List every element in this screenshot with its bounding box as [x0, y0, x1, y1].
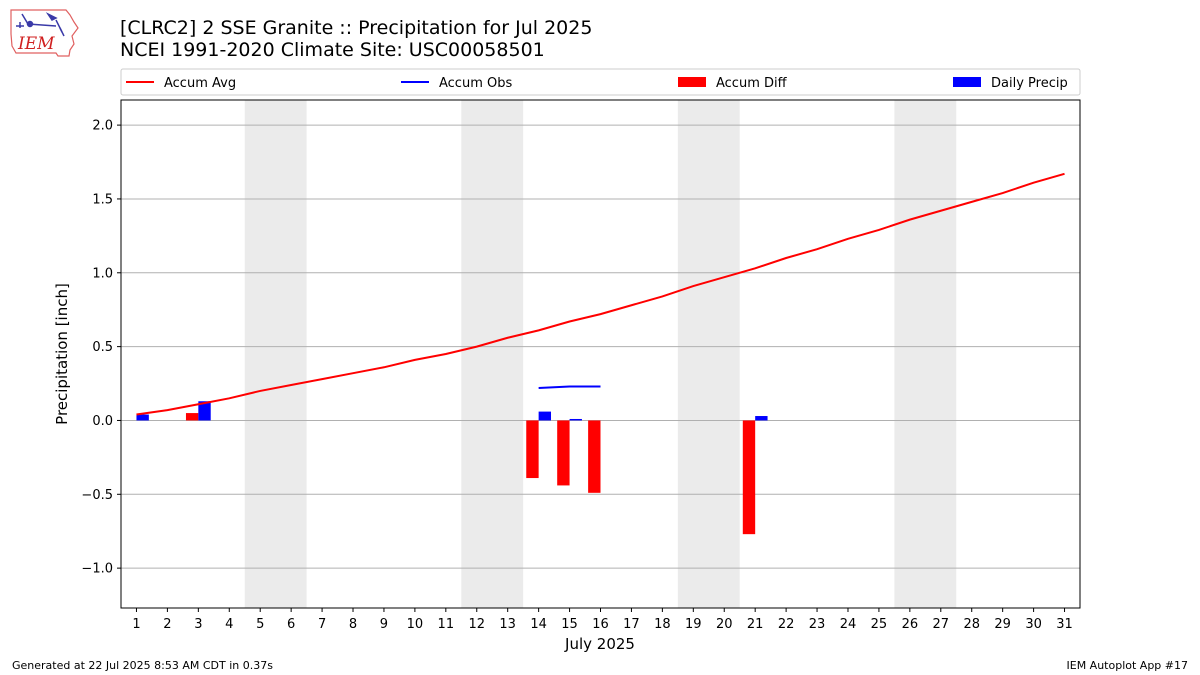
x-tick-label: 4 — [225, 617, 233, 632]
x-tick-label: 26 — [902, 617, 919, 632]
y-axis-label: Precipitation [inch] — [53, 283, 71, 425]
grid-lines — [121, 124, 1080, 569]
x-tick-label: 5 — [256, 617, 264, 632]
x-tick-label: 3 — [194, 617, 202, 632]
x-tick-label: 22 — [778, 617, 795, 632]
legend-box — [120, 68, 1081, 96]
x-axis: 1 2 3 4 5 6 7 8 9 10 11 12 13 14 15 16 17 18 19 20 21 22 23 24 2… — [132, 608, 1073, 632]
accum-diff-bar — [526, 420, 539, 479]
legend-accum-diff-swatch — [678, 77, 706, 87]
x-tick-label: 6 — [287, 617, 295, 632]
x-tick-label: 20 — [716, 617, 733, 632]
accum-diff-bar — [185, 413, 199, 421]
x-tick-label: 21 — [747, 617, 764, 632]
chart-subtitle: NCEI 1991-2020 Climate Site: USC00058501 — [120, 39, 545, 61]
weekend-band — [894, 100, 957, 608]
x-tick-label: 30 — [1025, 617, 1042, 632]
y-tick-label: 1.5 — [92, 192, 113, 207]
x-tick-label: 10 — [407, 617, 424, 632]
series-lines — [136, 172, 1065, 416]
accum-avg-line — [136, 172, 1065, 416]
y-tick-label: 1.0 — [92, 266, 113, 281]
legend-accum-obs-label: Accum Obs — [439, 76, 512, 91]
x-tick-label: 23 — [809, 617, 826, 632]
iowa-outline-icon — [10, 9, 79, 57]
x-tick-label: 15 — [561, 617, 578, 632]
weather-station-icon — [16, 12, 65, 37]
legend-accum-diff-label: Accum Diff — [716, 76, 788, 91]
x-tick-label: 8 — [349, 617, 357, 632]
accum-diff-bar — [742, 420, 756, 535]
legend-daily-precip-swatch — [953, 77, 981, 87]
generated-timestamp: Generated at 22 Jul 2025 8:53 AM CDT in … — [12, 659, 273, 672]
x-tick-label: 12 — [468, 617, 485, 632]
x-tick-label: 29 — [994, 617, 1011, 632]
weekend-band — [461, 100, 524, 608]
x-tick-label: 11 — [438, 617, 455, 632]
x-tick-label: 19 — [685, 617, 702, 632]
weekend-bands — [244, 100, 957, 608]
chart-title: [CLRC2] 2 SSE Granite :: Precipitation f… — [120, 17, 593, 39]
x-tick-label: 18 — [654, 617, 671, 632]
y-axis: −1.0 −0.5 0.0 0.5 1.0 1.5 2.0 — [81, 119, 121, 577]
daily-precip-bar — [755, 416, 768, 421]
daily-precip-bar — [136, 414, 149, 421]
daily-precip-bar — [198, 401, 211, 421]
x-axis-label: July 2025 — [564, 635, 635, 653]
y-tick-label: 0.0 — [92, 414, 113, 429]
x-tick-label: 24 — [840, 617, 857, 632]
iem-logo: IEM — [10, 9, 79, 57]
x-tick-label: 16 — [592, 617, 609, 632]
y-tick-label: 2.0 — [92, 119, 113, 134]
x-tick-label: 25 — [871, 617, 888, 632]
legend-daily-precip-label: Daily Precip — [991, 76, 1068, 91]
x-tick-label: 14 — [530, 617, 547, 632]
accum-diff-bar — [588, 420, 601, 493]
legend: Accum Avg Accum Obs Accum Diff Daily Precip — [120, 68, 1081, 96]
x-tick-label: 17 — [623, 617, 640, 632]
y-tick-label: 0.5 — [92, 340, 113, 355]
x-tick-label: 7 — [318, 617, 326, 632]
x-tick-label: 28 — [963, 617, 980, 632]
accum-obs-line — [538, 385, 601, 389]
y-tick-label: −0.5 — [81, 488, 113, 503]
legend-accum-avg-label: Accum Avg — [164, 76, 236, 91]
weekend-band — [244, 100, 307, 608]
x-tick-label: 9 — [380, 617, 388, 632]
x-tick-label: 1 — [132, 617, 140, 632]
bars — [136, 401, 768, 535]
x-tick-label: 13 — [499, 617, 516, 632]
x-tick-label: 27 — [933, 617, 950, 632]
daily-precip-bar — [569, 418, 582, 421]
accum-diff-bar — [557, 420, 570, 486]
logo-text: IEM — [17, 34, 55, 54]
y-tick-label: −1.0 — [81, 562, 113, 577]
x-tick-label: 2 — [163, 617, 171, 632]
x-tick-label: 31 — [1056, 617, 1073, 632]
weekend-band — [677, 100, 740, 608]
autoplot-app-label: IEM Autoplot App #17 — [1066, 659, 1189, 672]
daily-precip-bar — [538, 411, 552, 421]
